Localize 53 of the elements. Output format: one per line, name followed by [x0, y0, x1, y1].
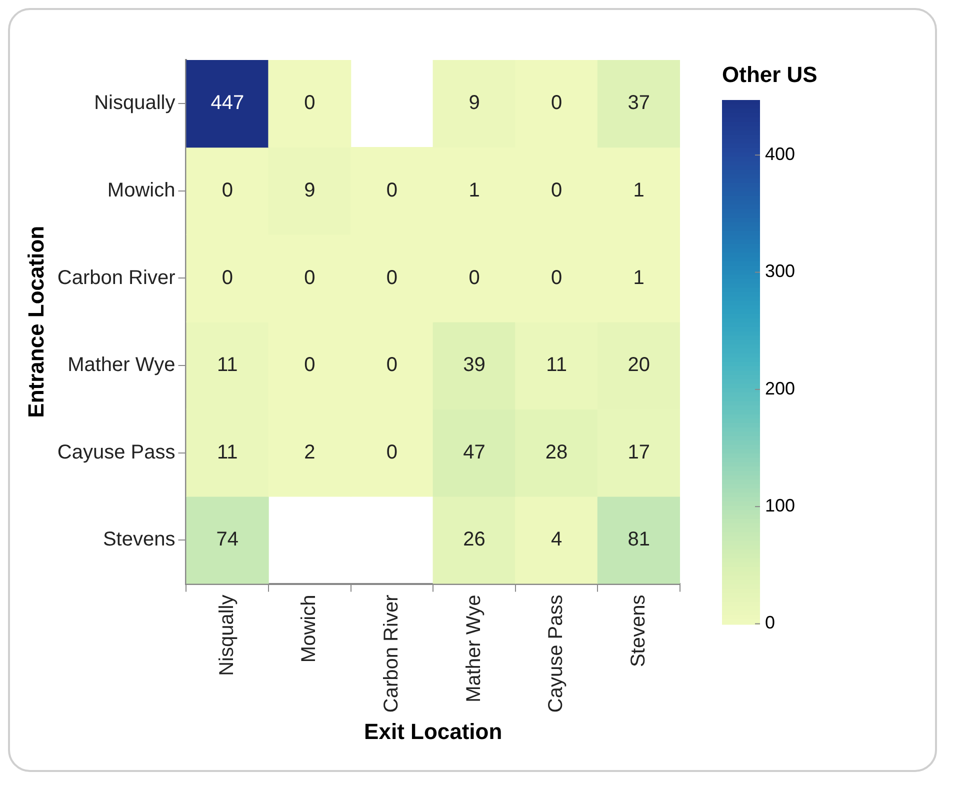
data-label: 0: [386, 441, 398, 464]
data-label: 74: [216, 528, 239, 551]
x-tick-label: Mather Wye: [462, 594, 485, 702]
data-label: 0: [550, 179, 562, 202]
color-bar-label: 400: [765, 144, 796, 164]
data-label: 0: [386, 266, 398, 289]
data-label: 0: [550, 266, 562, 289]
y-tick-label: Mather Wye: [68, 354, 176, 376]
data-label: 1: [468, 179, 480, 202]
data-label: 81: [628, 528, 650, 551]
data-label: 2: [304, 441, 316, 464]
data-label: 0: [386, 179, 398, 202]
data-label: 9: [468, 92, 480, 114]
x-tick-label: Stevens: [627, 594, 650, 668]
data-label: 0: [468, 266, 480, 289]
y-tick-label: Mowich: [107, 179, 176, 202]
y-tick-label: Cayuse Pass: [57, 441, 176, 464]
data-label: 47: [463, 441, 486, 464]
data-label: 0: [222, 266, 233, 289]
data-label: 20: [628, 354, 650, 376]
data-label: 0: [304, 266, 316, 289]
color-bar-title: Other US: [722, 62, 818, 87]
data-label: 17: [628, 441, 650, 464]
color-bar-label: 100: [765, 496, 796, 516]
data-label: 1: [633, 179, 644, 202]
data-label: 0: [550, 92, 562, 114]
data-label: 1: [633, 266, 644, 289]
x-tick-label: Cayuse Pass: [545, 594, 568, 713]
data-label: 39: [463, 354, 486, 376]
color-bar-label: 200: [765, 378, 796, 398]
y-axis-title: Entrance Location: [23, 226, 48, 418]
data-label: 28: [545, 441, 568, 464]
data-label: 26: [463, 528, 486, 551]
data-label: 447: [210, 92, 244, 114]
color-bar-label: 0: [765, 612, 776, 633]
color-bar-label: 300: [765, 261, 796, 282]
data-label: 11: [546, 354, 567, 376]
data-label: 0: [222, 179, 233, 202]
data-label: 37: [628, 92, 650, 114]
data-label: 11: [216, 354, 238, 376]
x-tick-label: Carbon River: [380, 594, 402, 713]
data-label: 11: [216, 441, 238, 464]
x-axis-title: Exit Location: [364, 718, 502, 744]
x-tick-label: Mowich: [298, 594, 320, 663]
y-tick-label: Stevens: [102, 528, 176, 551]
data-label: 9: [304, 179, 316, 202]
data-label: 4: [550, 528, 562, 551]
x-tick-label: Nisqually: [216, 594, 238, 676]
data-label: 0: [386, 354, 398, 376]
data-label: 0: [304, 92, 316, 114]
y-tick-label: Nisqually: [94, 92, 176, 114]
y-tick-label: Carbon River: [57, 266, 176, 289]
data-label: 0: [304, 354, 316, 376]
